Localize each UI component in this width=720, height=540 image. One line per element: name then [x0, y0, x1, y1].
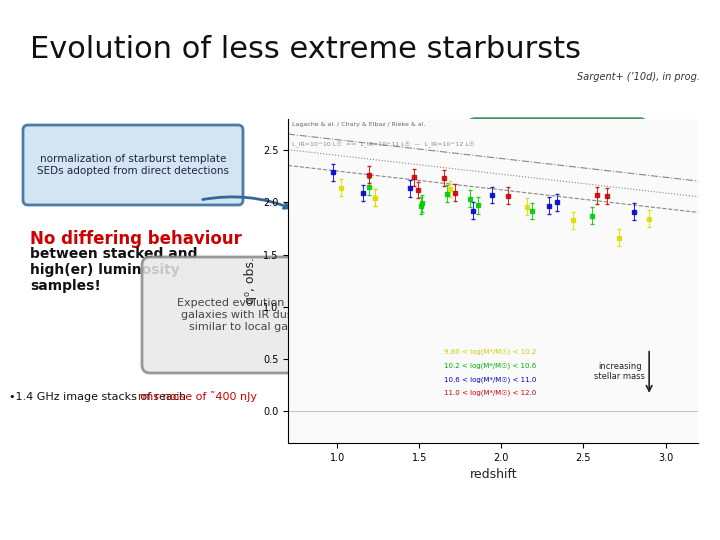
FancyBboxPatch shape [469, 119, 646, 186]
Text: between stacked and
high(er) luminosity
samples!: between stacked and high(er) luminosity … [30, 247, 197, 293]
Y-axis label: q⁰, obs.: q⁰, obs. [244, 258, 257, 304]
Text: •1.4 GHz image stacks of reach: •1.4 GHz image stacks of reach [10, 392, 191, 402]
Text: -> expect: -> expect [12, 443, 81, 453]
FancyBboxPatch shape [23, 125, 243, 205]
FancyBboxPatch shape [142, 257, 368, 373]
Text: 9.80 < log(M*/M☉) < 10.2: 9.80 < log(M*/M☉) < 10.2 [444, 349, 536, 355]
Text: 10.6 < log(M*/M☉) < 11.0: 10.6 < log(M*/M☉) < 11.0 [444, 376, 536, 383]
Text: mass/redshift bin ->: mass/redshift bin -> [12, 410, 128, 420]
Text: Actively star forming galaxies selected with (NUV-r) colours: Actively star forming galaxies selected … [21, 460, 353, 470]
Text: normalization of starburst template
SEDs adopted from direct detections: normalization of starburst template SEDs… [37, 154, 229, 176]
Text: unbiased estimate of average IR/radio ratios: unbiased estimate of average IR/radio ra… [72, 443, 321, 453]
Text: •1.4 GHz image stacks of reach: •1.4 GHz image stacks of reach [10, 392, 201, 405]
Text: 10.2 < log(M*/M☉) < 10.6: 10.2 < log(M*/M☉) < 10.6 [444, 362, 536, 369]
Text: increasing
stellar mass: increasing stellar mass [594, 362, 645, 381]
Text: 11.0 < log(M*/M☉) < 12.0: 11.0 < log(M*/M☉) < 12.0 [444, 390, 536, 396]
Text: IRAC detections: IRAC detections [127, 428, 215, 438]
Text: L_IR=10^10 L☉  ==  L_IR=10^11 L☉  —  L_IR=10^12 L☉: L_IR=10^10 L☉ == L_IR=10^11 L☉ — L_IR=10… [292, 141, 474, 148]
Text: LIRG luminosities out to z ˜ 3: LIRG luminosities out to z ˜ 3 [228, 410, 390, 420]
Text: Evolution of less extreme starbursts: Evolution of less extreme starbursts [30, 35, 581, 64]
X-axis label: redshift: redshift [469, 468, 517, 481]
Text: •1.4 GHz image stacks of reach: •1.4 GHz image stacks of reach [9, 392, 190, 402]
Text: Alex’ hard work: Alex’ hard work [504, 146, 612, 160]
Text: rms noise of ˜400 nJy: rms noise of ˜400 nJy [155, 395, 274, 406]
Text: of: of [210, 410, 228, 420]
Text: rms noise of ˜400 nJy: rms noise of ˜400 nJy [138, 392, 257, 402]
Text: (cf. Ilbert+ ’09): (cf. Ilbert+ ’09) [297, 460, 386, 470]
Text: Sargent+ (’10d), in prog.: Sargent+ (’10d), in prog. [577, 72, 700, 82]
Text: thanks to 100s of sources in each: thanks to 100s of sources in each [251, 395, 442, 405]
Text: Lagache & al. / Chary & Elbaz / Rieke & al.: Lagache & al. / Chary & Elbaz / Rieke & … [292, 122, 426, 127]
Text: in COSMOS field: in COSMOS field [196, 428, 294, 438]
Text: (cf. Sanders+ ’07, Ilbert+ ’09): (cf. Sanders+ ’07, Ilbert+ ’09) [274, 428, 442, 438]
Text: (as sample not IR- or radio-selected): (as sample not IR- or radio-selected) [274, 443, 481, 453]
Text: Expected evolution of q⁰ for
galaxies with IR dust SEDs
similar to local galaxie: Expected evolution of q⁰ for galaxies wi… [177, 299, 333, 332]
Text: statistical detections: statistical detections [109, 410, 225, 420]
Text: •1.4 GHz image stacks of reach: •1.4 GHz image stacks of reach [12, 395, 192, 405]
Text: • Sample based on 3.6 μm: • Sample based on 3.6 μm [12, 428, 164, 438]
Text: •: • [12, 460, 22, 470]
Text: June 3, 2010: June 3, 2010 [12, 485, 77, 495]
Text: •1.4 GHz image stacks of reach rms noise of ˜400 nJy thanks to 100s of sources i: •1.4 GHz image stacks of reach rms noise… [10, 392, 500, 403]
Text: No differing behaviour: No differing behaviour [30, 230, 242, 248]
